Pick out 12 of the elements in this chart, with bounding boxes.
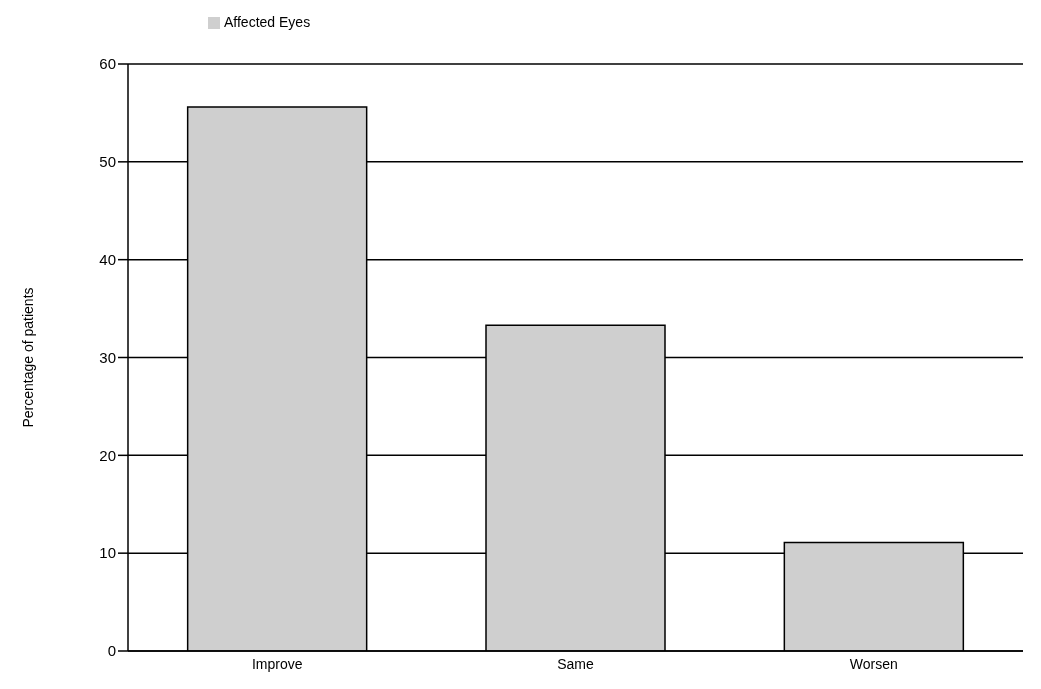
- x-tick-label: Improve: [251, 655, 303, 672]
- y-tick-label: 40: [99, 250, 116, 268]
- y-tick-label: 10: [99, 544, 116, 562]
- y-tick-label: 0: [107, 642, 116, 660]
- x-tick-label: Worsen: [849, 655, 898, 672]
- y-tick-label: 20: [99, 446, 116, 464]
- x-tick-label: Same: [557, 655, 594, 672]
- y-tick-label: 60: [99, 55, 116, 73]
- y-axis-title: Percentage of patients: [19, 287, 36, 428]
- y-tick-label: 30: [99, 348, 116, 366]
- legend-label: Affected Eyes: [224, 14, 311, 30]
- y-tick-label: 50: [99, 153, 116, 171]
